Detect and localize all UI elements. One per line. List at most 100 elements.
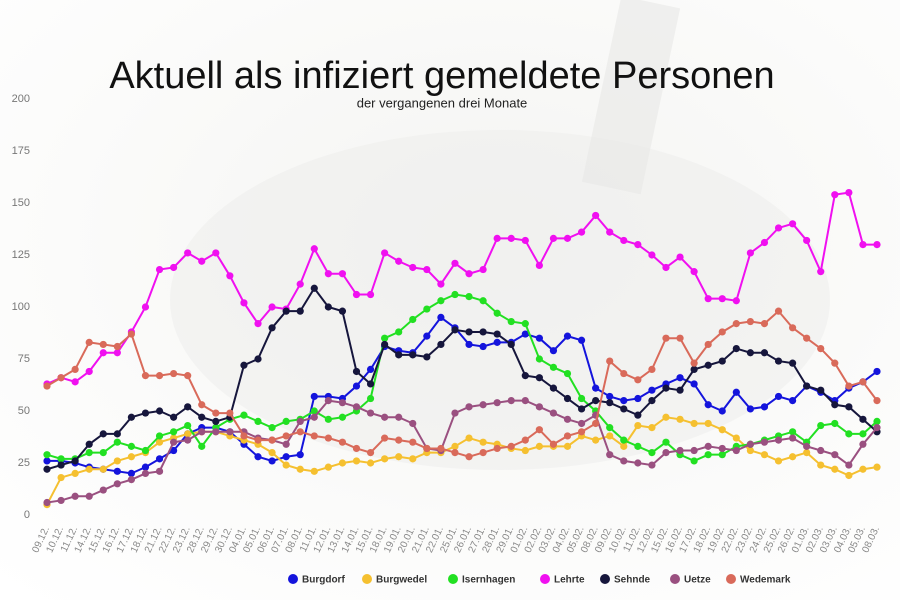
data-point xyxy=(507,397,515,405)
data-point xyxy=(296,307,304,315)
background-shape xyxy=(581,0,681,195)
data-point xyxy=(774,392,783,401)
data-point xyxy=(57,455,65,463)
data-point xyxy=(760,403,769,411)
data-point xyxy=(774,457,783,465)
data-point xyxy=(690,365,698,373)
legend-marker xyxy=(726,574,736,584)
legend-marker xyxy=(362,574,372,584)
y-tick-label: 100 xyxy=(12,301,30,313)
data-point xyxy=(662,438,670,446)
data-point xyxy=(240,299,248,307)
data-point xyxy=(43,382,51,390)
data-point xyxy=(338,399,347,407)
data-point xyxy=(57,374,65,382)
data-point xyxy=(423,353,431,361)
data-point xyxy=(451,449,459,457)
data-point xyxy=(352,290,361,299)
legend-label: Burgwedel xyxy=(376,575,427,586)
data-point xyxy=(606,228,614,236)
data-point xyxy=(409,455,417,463)
data-point xyxy=(170,428,178,436)
data-point xyxy=(409,438,417,446)
data-point xyxy=(155,372,164,380)
data-point xyxy=(493,234,501,242)
data-point xyxy=(507,340,515,349)
data-point xyxy=(563,432,572,440)
data-point xyxy=(381,249,389,257)
data-point xyxy=(395,328,403,336)
data-point xyxy=(113,467,121,475)
data-point xyxy=(268,449,276,457)
data-point xyxy=(634,376,642,384)
data-point xyxy=(254,436,262,444)
data-point xyxy=(465,293,473,301)
data-point xyxy=(338,459,347,467)
chart-subtitle: der vergangenen drei Monate xyxy=(357,95,528,110)
data-point xyxy=(788,397,797,405)
data-point xyxy=(845,403,853,411)
data-point xyxy=(845,382,853,390)
data-point xyxy=(690,419,698,428)
data-point xyxy=(409,351,417,359)
data-point xyxy=(113,349,121,357)
data-point xyxy=(381,455,389,463)
legend-label: Burgdorf xyxy=(302,575,345,586)
data-point xyxy=(366,459,375,467)
data-point xyxy=(746,349,754,357)
data-point xyxy=(549,440,558,448)
data-point xyxy=(648,251,656,259)
data-point xyxy=(324,397,332,405)
data-point xyxy=(718,328,726,336)
data-point xyxy=(57,461,65,469)
data-point xyxy=(549,363,558,371)
data-point xyxy=(662,334,670,342)
data-point xyxy=(226,272,234,280)
data-point xyxy=(704,295,712,303)
data-point xyxy=(352,444,361,453)
data-point xyxy=(676,334,684,342)
data-point xyxy=(563,442,572,450)
data-point xyxy=(620,442,628,450)
data-point xyxy=(718,451,726,459)
data-point xyxy=(563,394,572,403)
data-point xyxy=(577,428,586,436)
chart-title: Aktuell als infiziert gemeldete Personen xyxy=(109,55,774,97)
data-point xyxy=(648,449,656,457)
data-point xyxy=(831,451,839,459)
data-point xyxy=(479,401,487,409)
data-point xyxy=(310,407,318,415)
data-point xyxy=(198,401,206,409)
data-point xyxy=(71,457,79,465)
data-point xyxy=(774,307,783,315)
data-point xyxy=(577,336,586,344)
data-point xyxy=(127,330,136,338)
legend-label: Wedemark xyxy=(740,575,791,586)
data-point xyxy=(282,307,290,315)
data-point xyxy=(620,369,628,378)
data-point xyxy=(620,457,628,465)
data-point xyxy=(254,355,262,363)
data-point xyxy=(817,446,825,455)
data-point xyxy=(184,436,192,444)
data-point xyxy=(592,419,600,428)
data-point xyxy=(451,259,459,267)
data-point xyxy=(324,270,332,278)
data-point xyxy=(366,380,375,388)
data-point xyxy=(788,434,797,442)
data-point xyxy=(395,413,403,421)
data-point xyxy=(381,334,389,342)
data-point xyxy=(184,421,192,430)
data-point xyxy=(507,442,515,450)
data-point xyxy=(99,465,107,473)
data-point xyxy=(310,432,318,440)
data-point xyxy=(437,444,445,453)
data-point xyxy=(521,320,529,328)
data-point xyxy=(648,424,656,432)
data-point xyxy=(606,451,614,459)
data-point xyxy=(521,372,529,380)
data-point xyxy=(310,467,318,475)
data-point xyxy=(718,407,726,415)
data-point xyxy=(465,453,473,461)
data-point xyxy=(479,449,487,457)
